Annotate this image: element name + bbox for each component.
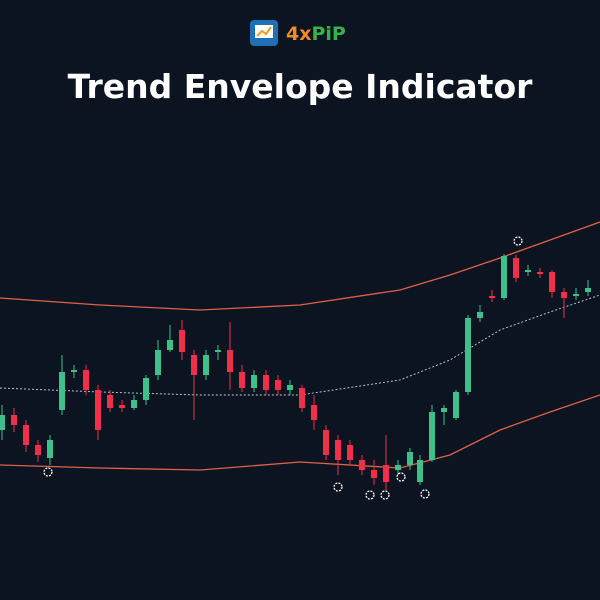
candle-body [371,470,377,478]
candle-body [513,258,519,278]
candle-body [359,460,365,470]
candle-body [71,370,77,372]
candle-body [83,370,89,390]
candle-body [417,460,423,482]
candle-body [585,288,591,292]
candle-body [287,385,293,390]
candle-body [561,292,567,298]
candle-body [35,445,41,455]
candle-body [251,375,257,388]
candle-body [11,415,17,425]
logo-text: 4xPiP [286,23,346,45]
logo-icon-line [256,26,272,37]
envelope-line [0,221,600,311]
candle-body [323,430,329,455]
candle-body [573,294,579,296]
signal-marker [513,236,523,246]
signal-marker [396,472,406,482]
candle-body [119,405,125,408]
candle-body [143,378,149,400]
candle-body [453,392,459,418]
candle-body [407,452,413,465]
candle-body [501,256,507,298]
candle-body [477,312,483,318]
candle-body [489,296,495,298]
envelope-line [0,294,600,396]
candle-body [549,272,555,292]
candle-body [239,372,245,388]
logo-prefix: 4x [286,23,311,45]
candle-body [525,270,531,272]
candle-body [263,375,269,390]
candle-body [347,445,353,460]
candle-body [383,465,389,482]
candle-body [155,350,161,375]
candle-body [59,372,65,410]
candle-body [275,380,281,390]
signal-marker [380,490,390,500]
candle-body [299,388,305,408]
signal-marker [333,482,343,492]
candle-body [95,390,101,430]
signal-marker [365,490,375,500]
logo: 4xPiP [250,20,346,46]
logo-suffix: PiP [311,23,345,45]
candle-body [335,440,341,460]
candle-body [215,350,221,352]
candle-body [429,412,435,460]
candle-body [179,330,185,352]
signal-marker [43,467,53,477]
candle-body [311,405,317,420]
candle-body [107,395,113,408]
candle-body [537,272,543,274]
candle-body [0,415,5,430]
candle-body [131,400,137,408]
candle-body [191,355,197,375]
candle-body [167,340,173,350]
candle-body [441,408,447,412]
candle-body [203,355,209,375]
candle-body [395,465,401,470]
candle-body [47,440,53,458]
candle-body [227,350,233,372]
candle-body [23,425,29,445]
chart-title: Trend Envelope Indicator [68,67,534,106]
candle-body [465,318,471,392]
signal-marker [420,489,430,499]
